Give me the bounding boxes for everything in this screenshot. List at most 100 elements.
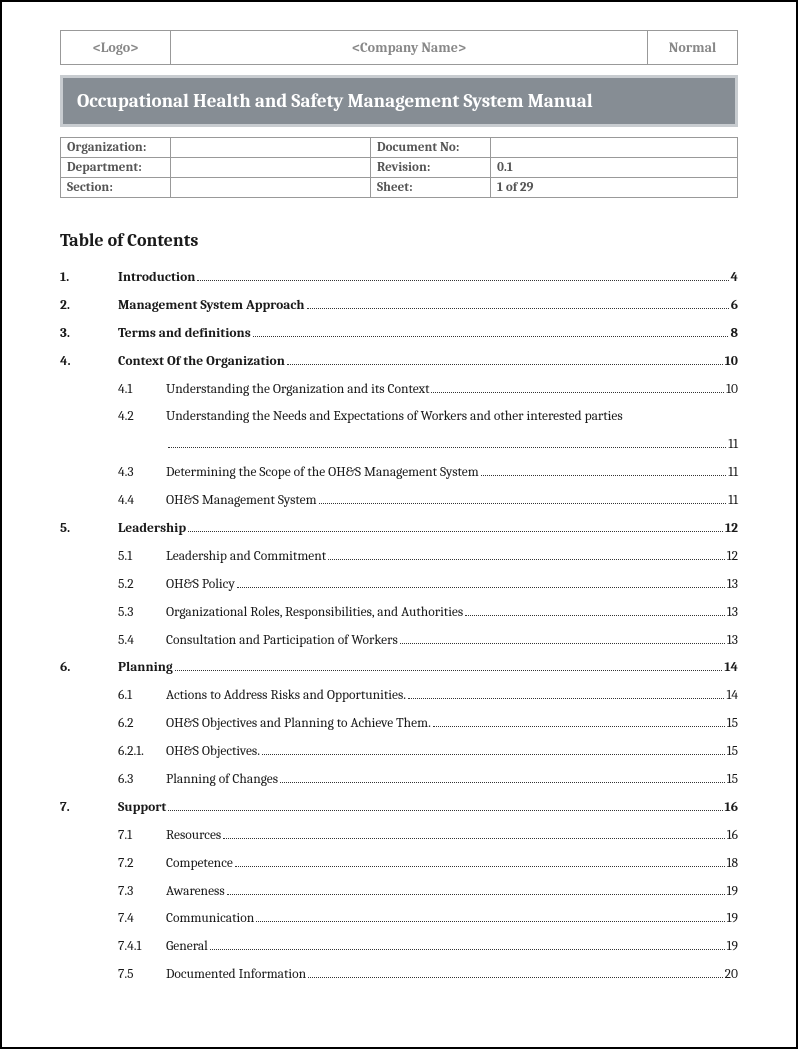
toc-number: 4.3 xyxy=(118,464,166,483)
toc-entry: 4.1Understanding the Organization and it… xyxy=(60,381,738,400)
meta-label: Section: xyxy=(61,178,171,198)
toc-leader xyxy=(188,531,723,532)
toc-page: 13 xyxy=(727,604,738,623)
toc-leader xyxy=(280,782,725,783)
toc-number: 4. xyxy=(60,353,118,372)
toc-entry: 3.Terms and definitions8 xyxy=(60,325,738,344)
toc-entry: 7.3Awareness19 xyxy=(60,883,738,902)
toc-leader xyxy=(408,698,724,699)
toc-entry: 6.3Planning of Changes15 xyxy=(60,771,738,790)
toc-page: 20 xyxy=(725,966,738,985)
toc-title: General xyxy=(166,938,208,957)
toc-page: 15 xyxy=(727,743,738,762)
toc-title: Actions to Address Risks and Opportuniti… xyxy=(166,687,406,706)
toc-number: 5.2 xyxy=(118,576,166,595)
toc-entry: 6.2OH&S Objectives and Planning to Achie… xyxy=(60,715,738,734)
toc-entry: 4.3Determining the Scope of the OH&S Man… xyxy=(60,464,738,483)
toc-leader xyxy=(400,643,725,644)
meta-value: 1 of 29 xyxy=(491,178,738,198)
toc-number: 4.4 xyxy=(118,492,166,511)
toc-leader xyxy=(168,810,722,811)
toc-leader xyxy=(465,615,725,616)
toc-number: 6. xyxy=(60,659,118,678)
meta-label: Document No: xyxy=(371,138,491,158)
toc-leader xyxy=(308,977,722,978)
meta-row: Organization: Document No: xyxy=(61,138,738,158)
toc-number: 5.4 xyxy=(118,632,166,651)
toc-entry: 4.Context Of the Organization 10 xyxy=(60,353,738,372)
toc-entry: 1.Introduction 4 xyxy=(60,269,738,288)
toc-entry: 7.4.1General19 xyxy=(60,938,738,957)
toc-title: Context Of the Organization xyxy=(118,353,285,372)
toc-page: 11 xyxy=(728,436,738,455)
toc-entry: 4.2Understanding the Needs and Expectati… xyxy=(60,408,738,427)
toc-title: Resources xyxy=(166,827,221,846)
toc-entry: 4.4OH&S Management System11 xyxy=(60,492,738,511)
toc-title: Leadership and Commitment xyxy=(166,548,326,567)
toc-title: Consultation and Participation of Worker… xyxy=(166,632,398,651)
meta-value xyxy=(491,138,738,158)
toc-page: 12 xyxy=(725,520,738,539)
toc-page: 15 xyxy=(727,771,738,790)
toc-page: 14 xyxy=(724,659,738,678)
toc-title: Understanding the Needs and Expectations… xyxy=(166,408,738,427)
toc-entry: 6.Planning14 xyxy=(60,659,738,678)
toc-number: 6.3 xyxy=(118,771,166,790)
toc-leader xyxy=(307,308,729,309)
title-banner: Occupational Health and Safety Managemen… xyxy=(60,75,738,127)
toc-number: 6.2 xyxy=(118,715,166,734)
toc-leader xyxy=(328,559,725,560)
toc-page: 11 xyxy=(728,464,738,483)
meta-value: 0.1 xyxy=(491,158,738,178)
toc-title: Competence xyxy=(166,855,233,874)
toc-page: 19 xyxy=(727,938,738,957)
logo-cell: <Logo> xyxy=(61,31,171,65)
toc-leader xyxy=(481,475,727,476)
toc-page: 19 xyxy=(727,910,738,929)
toc-page: 16 xyxy=(727,827,738,846)
header-table: <Logo> <Company Name> Normal xyxy=(60,30,738,65)
toc-leader xyxy=(319,503,727,504)
toc-number: 4.2 xyxy=(118,408,166,427)
toc-page: 8 xyxy=(730,325,738,344)
toc-number: 7.5 xyxy=(118,966,166,985)
toc-title: OH&S Objectives. xyxy=(166,743,260,762)
meta-label: Organization: xyxy=(61,138,171,158)
toc-number: 5.1 xyxy=(118,548,166,567)
toc-number: 6.2.1. xyxy=(118,743,166,762)
toc-list: 1.Introduction42.Management System Appro… xyxy=(60,269,738,985)
toc-leader xyxy=(168,447,726,448)
toc-number: 1. xyxy=(60,269,118,288)
toc-number: 7. xyxy=(60,799,118,818)
toc-entry: 6.2.1.OH&S Objectives. 15 xyxy=(60,743,738,762)
toc-page: 4 xyxy=(731,269,738,288)
toc-leader xyxy=(262,754,725,755)
toc-number: 5.3 xyxy=(118,604,166,623)
toc-title: Leadership xyxy=(118,520,186,539)
toc-leader xyxy=(256,921,724,922)
toc-page: 10 xyxy=(726,381,738,400)
toc-title: Terms and definitions xyxy=(118,325,251,344)
document-page: <Logo> <Company Name> Normal Occupationa… xyxy=(0,0,798,1049)
toc-entry: 5.1Leadership and Commitment 12 xyxy=(60,548,738,567)
toc-title: Support xyxy=(118,799,166,818)
toc-number: 4.1 xyxy=(118,381,166,400)
meta-value xyxy=(171,178,371,198)
toc-entry: 5.2OH&S Policy13 xyxy=(60,576,738,595)
toc-title: Determining the Scope of the OH&S Manage… xyxy=(166,464,479,483)
toc-entry: 5.Leadership 12 xyxy=(60,520,738,539)
toc-title: Understanding the Organization and its C… xyxy=(166,381,429,400)
toc-page: 18 xyxy=(727,855,738,874)
toc-page: 14 xyxy=(726,687,738,706)
toc-number: 7.4 xyxy=(118,910,166,929)
toc-number: 5. xyxy=(60,520,118,539)
company-cell: <Company Name> xyxy=(171,31,648,65)
toc-leader xyxy=(253,336,729,337)
toc-leader xyxy=(235,866,725,867)
toc-page: 10 xyxy=(725,353,738,372)
toc-page: 15 xyxy=(727,715,738,734)
toc-title: Introduction xyxy=(118,269,195,288)
toc-entry: 7.2Competence18 xyxy=(60,855,738,874)
toc-page: 12 xyxy=(727,548,738,567)
toc-title: OH&S Policy xyxy=(166,576,235,595)
